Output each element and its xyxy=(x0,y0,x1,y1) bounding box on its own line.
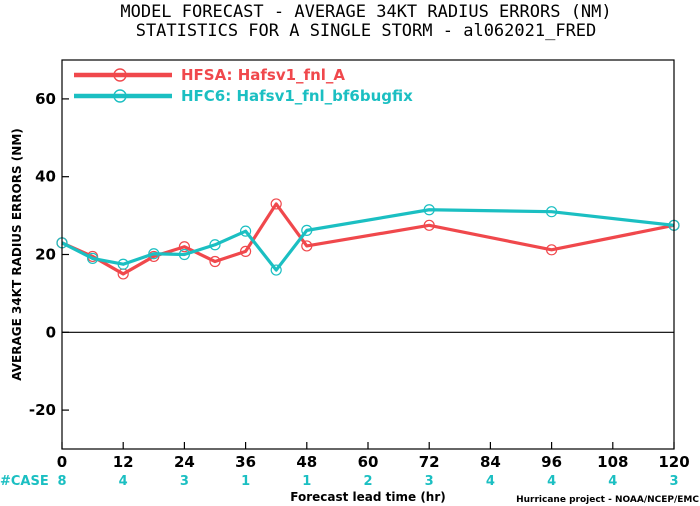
legend-marker xyxy=(113,89,127,103)
y-tick-label: -20 xyxy=(29,401,56,419)
x-tick-label: 72 xyxy=(419,453,440,471)
x-tick-label: 108 xyxy=(597,453,628,471)
x-tick-label: 24 xyxy=(174,453,195,471)
credit-text: Hurricane project - NOAA/NCEP/EMC xyxy=(516,495,699,505)
case-counts: 8 4 3 1 1 2 3 4 4 4 3 xyxy=(57,474,678,489)
data-point xyxy=(301,224,313,236)
legend-entry-1: HFSA: Hafsv1_fnl_A xyxy=(74,66,345,84)
case-count-label: #CASE xyxy=(0,474,49,489)
data-point xyxy=(209,239,221,251)
case-count: 1 xyxy=(302,474,311,489)
data-point xyxy=(301,240,313,252)
legend-label: HFSA: Hafsv1_fnl_A xyxy=(181,66,345,84)
x-tick-label: 0 xyxy=(57,453,67,471)
data-point xyxy=(270,264,282,276)
case-count: 4 xyxy=(608,474,617,489)
chart-title: MODEL FORECAST - AVERAGE 34KT RADIUS ERR… xyxy=(120,2,611,41)
data-point xyxy=(178,241,190,253)
data-point xyxy=(545,206,558,218)
data-point xyxy=(545,244,558,256)
case-count: 1 xyxy=(241,474,250,489)
data-point xyxy=(148,248,160,260)
x-tick-label: 120 xyxy=(658,453,689,471)
data-point xyxy=(240,225,252,237)
data-point xyxy=(270,198,282,210)
y-tick-label: 0 xyxy=(46,323,56,341)
legend-entry-2: HFC6: Hafsv1_fnl_bf6bugfix xyxy=(74,87,413,105)
x-tick-label: 84 xyxy=(480,453,501,471)
y-axis-label: AVERAGE 34KT RADIUS ERRORS (NM) xyxy=(10,128,24,380)
case-count: 3 xyxy=(669,474,678,489)
x-axis-label: Forecast lead time (hr) xyxy=(290,490,446,504)
data-point xyxy=(423,204,435,216)
y-tick-label: 20 xyxy=(35,246,56,264)
case-count: 8 xyxy=(57,474,66,489)
case-count: 3 xyxy=(180,474,189,489)
data-point xyxy=(86,252,99,264)
data-point xyxy=(117,258,129,270)
x-tick-label: 12 xyxy=(113,453,134,471)
data-point xyxy=(240,245,252,257)
legend-marker xyxy=(113,68,127,82)
x-tick-label: 96 xyxy=(541,453,562,471)
data-point xyxy=(209,255,221,268)
title-line-1: MODEL FORECAST - AVERAGE 34KT RADIUS ERR… xyxy=(120,2,611,22)
series-1 xyxy=(56,198,680,280)
data-point xyxy=(178,248,190,261)
series-2 xyxy=(56,204,680,276)
legend: HFSA: Hafsv1_fnl_A HFC6: Hafsv1_fnl_bf6bu… xyxy=(74,66,413,105)
data-point xyxy=(423,219,435,231)
x-tick-label: 36 xyxy=(235,453,256,471)
case-count: 2 xyxy=(363,474,372,489)
case-count: 4 xyxy=(119,474,128,489)
case-count: 4 xyxy=(547,474,556,489)
x-tick-label: 48 xyxy=(296,453,317,471)
x-tick-label: 60 xyxy=(358,453,379,471)
legend-label: HFC6: Hafsv1_fnl_bf6bugfix xyxy=(181,87,413,105)
case-count: 3 xyxy=(425,474,434,489)
y-tick-label: 40 xyxy=(35,168,56,186)
case-count: 4 xyxy=(486,474,495,489)
title-line-2: STATISTICS FOR A SINGLE STORM - al062021… xyxy=(136,21,597,41)
series-line xyxy=(61,202,675,276)
y-tick-label: 60 xyxy=(35,90,56,108)
